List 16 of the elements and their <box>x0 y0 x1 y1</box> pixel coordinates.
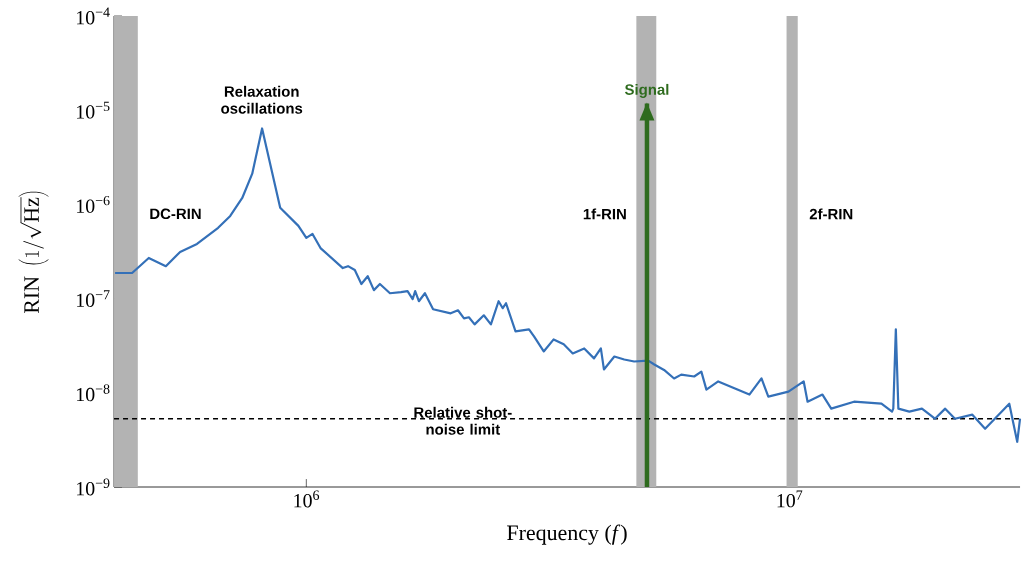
band-label: 2f-RIN <box>809 208 853 220</box>
annotation: Relaxation oscillations <box>221 85 303 114</box>
y-tick-label: 10$^{−8}$ <box>77 384 110 402</box>
band-label: 1f-RIN <box>583 208 626 220</box>
x-tick-label: 10$^{6}$ <box>294 490 320 508</box>
band-label: DC-RIN <box>150 208 201 220</box>
x-axis-title: Frequency (f) <box>507 524 627 545</box>
y-tick-label: 10$^{−4}$ <box>77 7 110 25</box>
y-tick-label: 10$^{−7}$ <box>77 290 110 308</box>
x-tick-label: 10$^{7}$ <box>777 490 803 508</box>
y-tick-label: 10$^{−5}$ <box>77 101 110 119</box>
y-axis-title: $\mathrm{RIN}\;\left(1/\sqrt{\mathrm{Hz}}\right)$ <box>18 191 49 314</box>
ref-line-label: Relative shot-noise limit <box>414 406 512 435</box>
series-label: Signal <box>624 83 669 98</box>
y-tick-label: 10$^{−6}$ <box>77 195 110 213</box>
y-tick-label: 10$^{−9}$ <box>77 478 110 496</box>
